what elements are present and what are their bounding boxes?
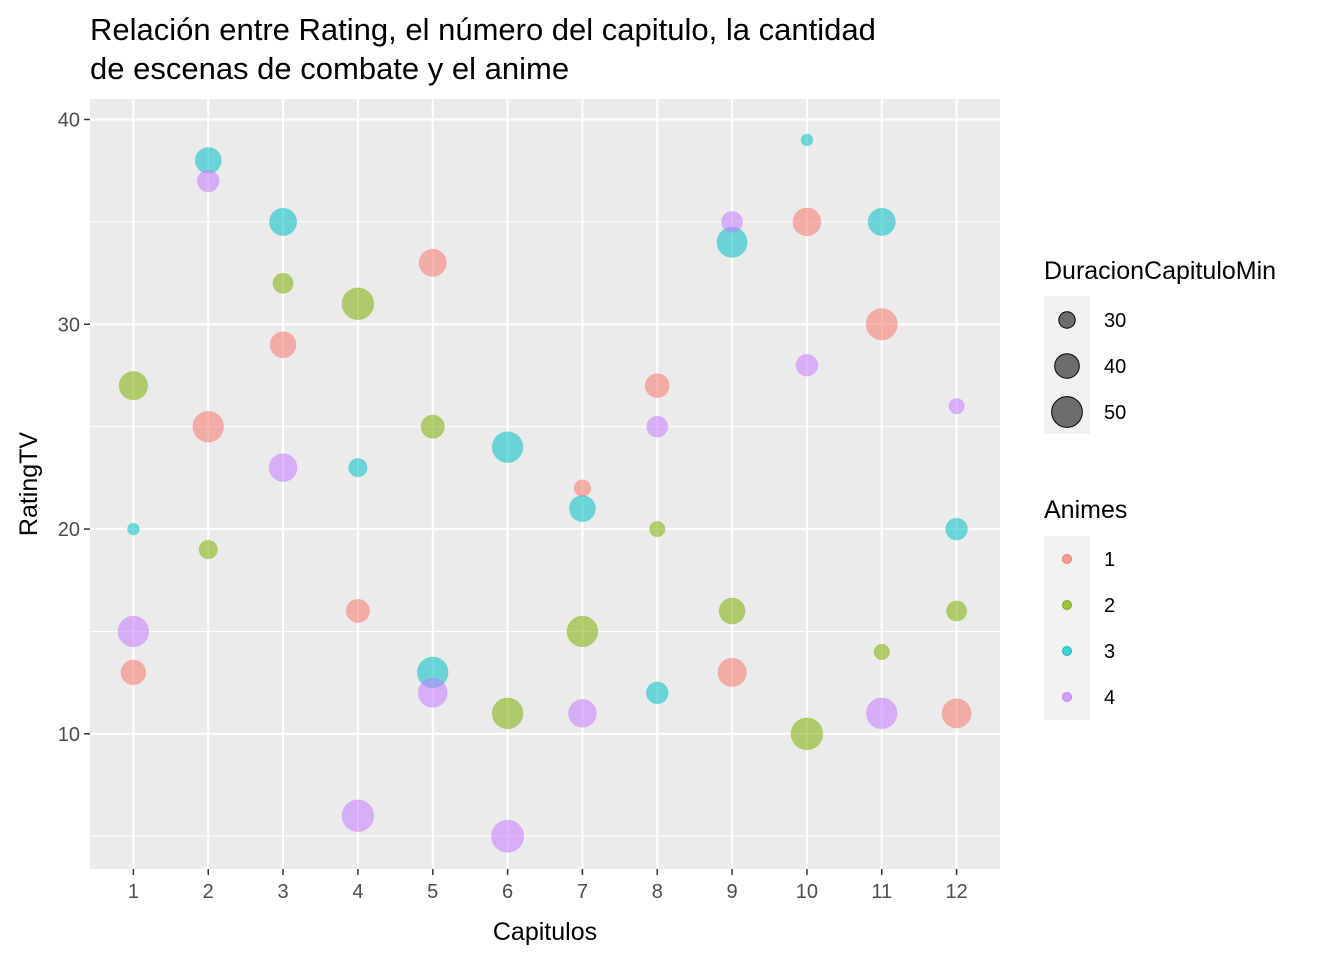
x-tick-label: 9 (727, 881, 738, 903)
data-point-anime-2 (873, 643, 890, 661)
data-point-anime-1 (717, 657, 747, 688)
x-tick-label: 8 (652, 881, 663, 903)
x-tick-label: 4 (352, 881, 363, 903)
data-point-anime-4 (865, 697, 898, 730)
data-point-anime-4 (568, 698, 597, 728)
y-tick-label: 40 (58, 109, 80, 131)
data-point-anime-4 (268, 453, 298, 483)
size-legend-key (1054, 353, 1080, 379)
x-tick-label: 2 (203, 881, 214, 903)
data-point-anime-2 (420, 414, 445, 439)
data-point-anime-1 (192, 410, 225, 443)
x-tick-label: 12 (945, 881, 967, 903)
y-tick-label: 10 (58, 724, 80, 746)
color-legend: Animes 1 2 3 4 (1044, 496, 1127, 720)
size-legend-title: DuracionCapituloMin (1044, 257, 1276, 285)
data-point-anime-1 (644, 373, 670, 399)
data-point-anime-2 (718, 597, 746, 625)
data-point-anime-2 (198, 539, 218, 560)
data-point-anime-4 (417, 677, 448, 708)
size-legend-label: 50 (1104, 402, 1126, 424)
y-axis-title: RatingTV (15, 432, 43, 537)
data-point-anime-2 (272, 272, 294, 294)
data-point-anime-3 (268, 207, 298, 236)
x-tick-label: 7 (577, 881, 588, 903)
size-legend-key (1058, 311, 1076, 329)
data-point-anime-1 (865, 308, 898, 341)
data-point-anime-1 (573, 479, 592, 497)
plot-panel (90, 99, 1000, 869)
x-axis-title: Capitulos (493, 918, 597, 946)
size-legend-label: 30 (1104, 310, 1126, 332)
x-tick-label: 3 (278, 881, 289, 903)
x-tick-label: 10 (796, 881, 818, 903)
chart-title-line-2: de escenas de combate y el anime (90, 51, 569, 86)
data-point-anime-3 (645, 681, 669, 705)
data-point-anime-3 (568, 495, 596, 523)
data-point-anime-2 (946, 600, 968, 622)
data-point-anime-3 (194, 146, 222, 174)
color-legend-keys-background (1044, 536, 1090, 720)
color-legend-key (1062, 646, 1072, 656)
data-point-anime-4 (341, 799, 375, 833)
data-point-anime-4 (948, 398, 965, 415)
data-point-anime-2 (491, 697, 524, 730)
data-point-anime-3 (127, 522, 140, 536)
data-point-anime-4 (117, 615, 150, 648)
color-legend-key (1062, 692, 1072, 702)
color-legend-label: 2 (1104, 595, 1115, 617)
data-point-anime-3 (945, 517, 968, 541)
data-point-anime-2 (118, 370, 149, 401)
data-point-anime-1 (269, 331, 297, 359)
size-legend-label: 40 (1104, 356, 1126, 378)
x-axis-ticks: 1 2 3 4 5 6 7 8 9 10 11 12 (128, 869, 968, 903)
data-point-anime-3 (348, 457, 368, 478)
chart-title-line-1: Relación entre Rating, el número del cap… (90, 12, 876, 47)
size-legend: DuracionCapituloMin 30 40 50 (1044, 257, 1276, 434)
data-point-anime-1 (941, 698, 972, 729)
color-legend-title: Animes (1044, 496, 1127, 524)
y-tick-label: 20 (58, 519, 80, 541)
color-legend-label: 1 (1104, 549, 1115, 571)
color-legend-key (1062, 554, 1072, 564)
data-point-anime-1 (345, 598, 371, 624)
size-legend-key (1051, 396, 1083, 428)
data-point-anime-4 (646, 415, 669, 438)
color-legend-label: 3 (1104, 641, 1115, 663)
data-point-anime-1 (120, 659, 147, 686)
data-point-anime-1 (418, 248, 447, 277)
data-point-anime-4 (795, 353, 819, 377)
data-point-anime-4 (490, 819, 525, 853)
y-tick-label: 30 (58, 314, 80, 336)
data-point-anime-2 (566, 615, 599, 648)
data-point-anime-4 (196, 169, 220, 193)
data-point-anime-1 (792, 207, 822, 237)
color-legend-key (1062, 600, 1072, 610)
data-point-anime-3 (867, 207, 896, 236)
x-tick-label: 11 (871, 881, 892, 903)
data-point-anime-2 (790, 717, 824, 751)
data-point-anime-2 (341, 287, 375, 321)
data-point-anime-4 (721, 210, 744, 233)
color-legend-label: 4 (1104, 687, 1115, 709)
data-point-anime-3 (800, 133, 814, 147)
x-tick-label: 1 (128, 881, 139, 903)
y-axis-ticks: 10 20 30 40 (58, 109, 90, 746)
x-tick-label: 6 (502, 881, 513, 903)
data-point-anime-2 (649, 520, 666, 538)
x-tick-label: 5 (427, 881, 438, 903)
data-points (117, 133, 972, 853)
data-point-anime-3 (491, 431, 524, 463)
